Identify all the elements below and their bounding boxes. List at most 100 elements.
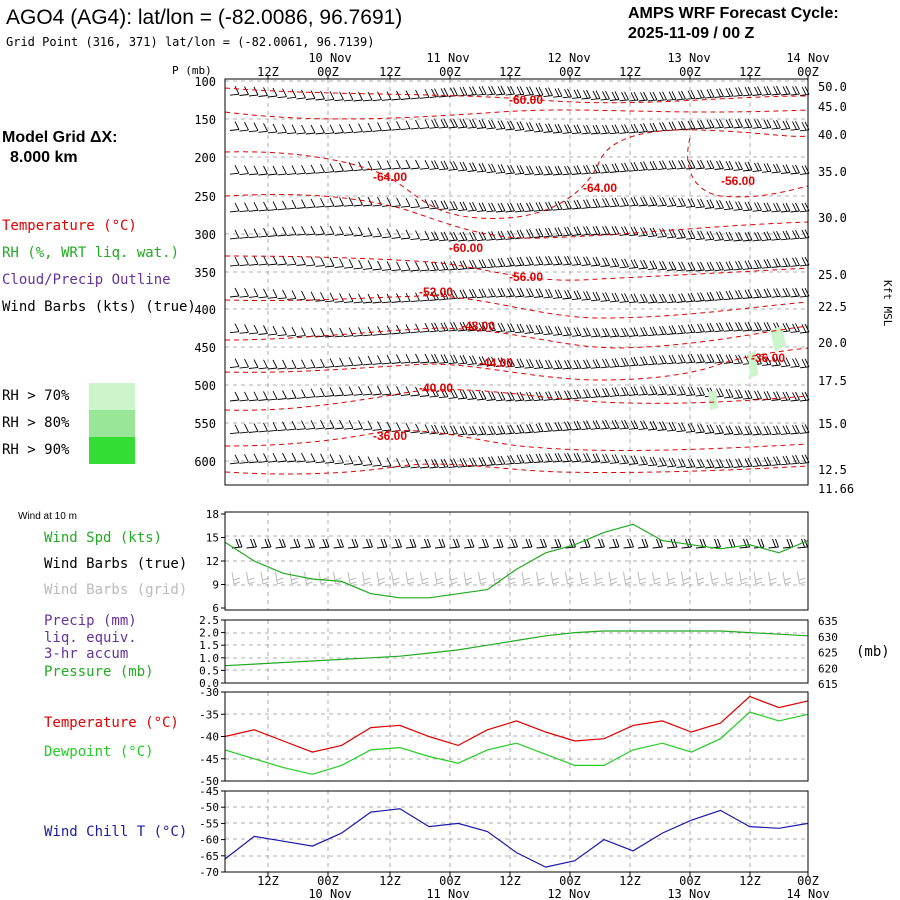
pressure-tick-label: 635 xyxy=(818,615,838,628)
day-label: 12 Nov xyxy=(547,887,590,900)
day-label: 14 Nov xyxy=(786,51,829,65)
wind-chill-series xyxy=(224,808,809,868)
pressure-tick-label: 450 xyxy=(194,341,216,355)
wind-barb-row xyxy=(229,196,810,213)
wind-speed-panel: 18 15 12 9 6 xyxy=(206,508,809,615)
day-label: 11 Nov xyxy=(426,51,469,65)
time-tick-label: 12Z xyxy=(257,874,279,888)
legend-wind-barbs: Wind Barbs (kts) (true) xyxy=(2,299,196,315)
y-tick-label: 9 xyxy=(212,579,219,592)
time-tick-label: 00Z xyxy=(797,874,819,888)
contour-label: -64.00 xyxy=(373,170,407,184)
pressure-tick-label: 300 xyxy=(194,228,216,242)
pressure-tick-label: 550 xyxy=(194,417,216,431)
y-tick-label: -55 xyxy=(199,817,219,830)
altitude-tick-label: 30.0 xyxy=(818,211,847,225)
pressure-tick-label: 630 xyxy=(818,631,838,644)
temperature-contour xyxy=(224,109,809,120)
wind-chill-grid xyxy=(225,791,809,872)
time-tick-label: 12Z xyxy=(379,65,401,79)
altitude-tick-label: 25.0 xyxy=(818,268,847,282)
contour-label: -40.00 xyxy=(419,381,453,395)
altitude-tick-label: 11.66 xyxy=(818,482,854,496)
legend-rh80-label: RH > 80% xyxy=(2,415,70,431)
contour-label: -36.00 xyxy=(373,429,407,443)
time-tick-label: 12Z xyxy=(379,874,401,888)
temperature-contour xyxy=(224,194,809,239)
legend-wind-speed: Wind Spd (kts) xyxy=(44,530,162,546)
altitude-tick-label: 40.0 xyxy=(818,128,847,142)
cross-section-panel: P (mb) Kft MSL -60.00-64.00-64.00 -56.00-… xyxy=(172,51,894,496)
temperature-contour xyxy=(224,255,809,281)
wind-barb-row xyxy=(229,287,810,304)
altitude-tick-label: 12.5 xyxy=(818,463,847,477)
legend-temperature-2m: Temperature (°C) xyxy=(44,715,179,731)
y-tick-label: -50 xyxy=(199,801,219,814)
contour-label: -56.00 xyxy=(509,270,543,284)
pressure-tick-label: 615 xyxy=(818,678,838,691)
legend-dewpoint: Dewpoint (°C) xyxy=(44,744,154,760)
altitude-tick-label: 22.5 xyxy=(818,300,847,314)
temperature-contour xyxy=(224,463,809,475)
pressure-tick-label: 600 xyxy=(194,455,216,469)
rh70-swatch xyxy=(89,383,135,410)
time-tick-label: 12Z xyxy=(739,874,761,888)
temperature-contour xyxy=(224,295,809,319)
y-tick-label: -65 xyxy=(199,850,219,863)
precip-pressure-frame xyxy=(224,619,809,684)
y-tick-label: 0.0 xyxy=(199,677,219,690)
y-tick-label: 1.0 xyxy=(199,652,219,665)
time-tick-label: 00Z xyxy=(797,65,819,79)
forecast-cycle-value: 2025-11-09 / 00 Z xyxy=(628,25,755,42)
rh-shading xyxy=(708,326,786,410)
y-tick-label: -50 xyxy=(199,775,219,788)
y-tick-label: 6 xyxy=(212,602,219,615)
wind-barb-grid xyxy=(231,571,806,585)
temperature-dewpoint-panel: -30 -35 -40 -45 -50 xyxy=(199,686,809,788)
day-label: 11 Nov xyxy=(426,887,469,900)
wind-chill-frame xyxy=(224,790,809,873)
altitude-tick-label: 20.0 xyxy=(818,336,847,350)
rh70-patch xyxy=(748,350,758,378)
cross-section-frame xyxy=(224,78,809,486)
wind-barb-row xyxy=(229,419,810,436)
y-tick-label: 1.5 xyxy=(199,639,219,652)
wind-barb-row xyxy=(229,225,810,242)
altitude-tick-label: 35.0 xyxy=(818,165,847,179)
pressure-tick-label: 350 xyxy=(194,266,216,280)
temperature-contour xyxy=(224,347,809,381)
time-tick-label: 12Z xyxy=(499,65,521,79)
temperature-contour xyxy=(224,129,809,219)
pressure-tick-label: 250 xyxy=(194,190,216,204)
day-label: 10 Nov xyxy=(308,51,351,65)
wind-barb-true xyxy=(231,538,808,549)
altitude-tick-label: 45.0 xyxy=(818,100,847,114)
pressure-tick-label: 620 xyxy=(818,662,838,675)
forecast-cycle-label: AMPS WRF Forecast Cycle: xyxy=(628,5,839,22)
pressure-series xyxy=(224,630,809,667)
wind-chill-panel: -45 -50 -55 -60 -65 -70 12Z 00Z 12Z 00Z 12Z 00Z 12Z… xyxy=(199,785,830,900)
time-tick-label: 12Z xyxy=(619,65,641,79)
temperature-contour xyxy=(687,137,809,198)
y-tick-label: 18 xyxy=(206,508,219,521)
time-tick-label: 00Z xyxy=(559,874,581,888)
wind-barb-row xyxy=(229,385,810,402)
station-title: AGO4 (AG4): lat/lon = (-82.0086, 96.7691… xyxy=(6,6,402,29)
wind-chill-line xyxy=(224,808,809,868)
temperature-contour xyxy=(224,389,809,411)
day-label: 14 Nov xyxy=(786,887,829,900)
altitude-tick-label: 17.5 xyxy=(818,374,847,388)
legend-precip: Precip (mm) xyxy=(44,613,137,629)
precip-ticks: 2.52.01.51.00.50.0 xyxy=(199,614,225,690)
temperature-contour-labels: -60.00 -64.00 -64.00 -56.00 -60.00 -56.00 -52.… xyxy=(373,93,785,443)
pressure-ticks: 100 150 200 250 300 350 400 450 500 550 600 xyxy=(194,75,216,469)
day-label: 12 Nov xyxy=(547,51,590,65)
altitude-tick-label: 50.0 xyxy=(818,80,847,94)
y-tick-label: -45 xyxy=(199,753,219,766)
legend-rh90-label: RH > 90% xyxy=(2,442,70,458)
pressure-tick-label: 400 xyxy=(194,303,216,317)
pressure-tick-label: 625 xyxy=(818,647,838,660)
time-tick-label: 00Z xyxy=(679,874,701,888)
time-tick-label: 00Z xyxy=(439,874,461,888)
time-tick-label: 12Z xyxy=(739,65,761,79)
